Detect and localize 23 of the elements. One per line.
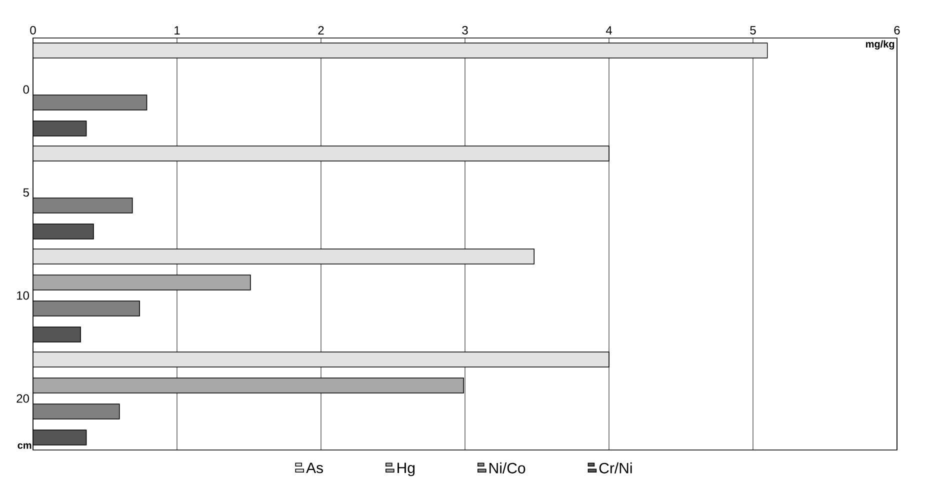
x-tick-label: 1: [174, 26, 180, 34]
legend-label: Cr/Ni: [599, 462, 632, 474]
bar: [33, 352, 610, 368]
y-tick-label: 20: [16, 394, 30, 403]
x-tick-label: 0: [30, 26, 36, 34]
bar: [33, 248, 535, 264]
x-axis-title: mg/kg: [866, 40, 894, 50]
legend-label: As: [306, 462, 323, 474]
y-tick-label: 0: [23, 85, 30, 94]
legend-label: Ni/Co: [490, 462, 526, 474]
bar: [33, 42, 768, 58]
y-tick-label: 5: [23, 188, 29, 197]
x-tick-label: 6: [894, 26, 900, 34]
bar: [33, 378, 464, 394]
x-tick-label: 3: [462, 26, 468, 34]
bar: [33, 274, 251, 290]
legend-label: Hg: [398, 462, 415, 476]
x-tick-label: 2: [318, 26, 324, 34]
y-tick-label: 10: [17, 291, 30, 300]
bar: [33, 146, 610, 162]
y-axis-title: cm: [18, 443, 32, 449]
x-tick-label: 4: [606, 26, 612, 34]
x-tick-label: 5: [750, 26, 756, 34]
